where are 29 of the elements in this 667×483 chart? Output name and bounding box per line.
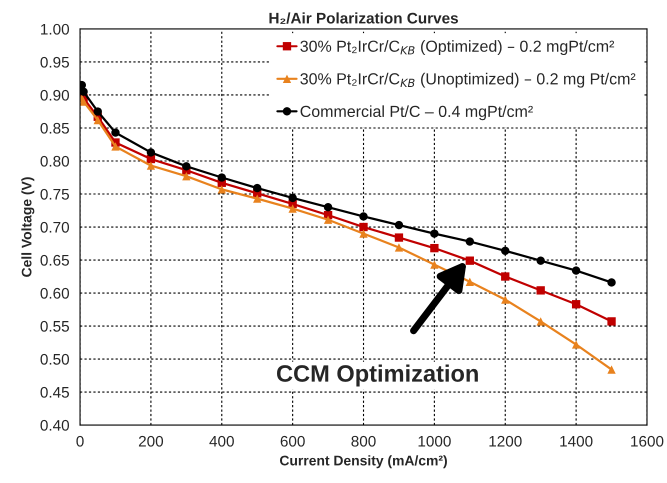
y-axis-title: Cell Voltage (V) bbox=[21, 177, 34, 277]
y-tick-label: 0.95 bbox=[40, 56, 69, 68]
x-tick-label: 1600 bbox=[631, 436, 664, 447]
x-tick-label: 800 bbox=[351, 436, 376, 447]
x-tick-label: 1000 bbox=[418, 436, 451, 447]
y-tick-label: 0.45 bbox=[40, 386, 69, 398]
chart-title: H₂/Air Polarization Curves bbox=[269, 12, 458, 24]
y-tick-label: 0.80 bbox=[40, 156, 70, 167]
y-tick-label: 0.40 bbox=[40, 420, 70, 431]
x-tick-label: 400 bbox=[209, 436, 234, 447]
y-tick-label: 0.55 bbox=[40, 320, 69, 332]
y-tick-label: 1.00 bbox=[41, 24, 70, 35]
x-tick-label: 600 bbox=[280, 436, 305, 447]
legend-label: 30% Pt₂IrCr/C$_{KB}$ (Unoptimized) – 0.2 mg Pt/cm² bbox=[300, 72, 636, 88]
legend-label: Commercial Pt/C – 0.4 mgPt/cm² bbox=[300, 105, 533, 120]
y-tick-label: 0.65 bbox=[40, 254, 69, 266]
y-tick-label: 0.60 bbox=[40, 288, 70, 299]
y-tick-label: 0.90 bbox=[40, 90, 70, 101]
x-tick-label: 1400 bbox=[560, 436, 593, 447]
x-axis-title: Current Density (mA/cm²) bbox=[280, 455, 447, 468]
legend-label: 30% Pt₂IrCr/C$_{KB}$ (Optimized) – 0.2 mgPt/cm² bbox=[300, 40, 614, 56]
y-tick-label: 0.75 bbox=[40, 188, 69, 200]
annotation: CCM Optimization bbox=[277, 364, 478, 387]
y-tick-label: 0.50 bbox=[40, 354, 70, 365]
x-tick-label: 200 bbox=[138, 436, 164, 447]
x-tick-label: 0 bbox=[76, 436, 84, 447]
x-tick-label: 1200 bbox=[489, 436, 522, 447]
y-tick-label: 0.70 bbox=[40, 222, 70, 233]
y-tick-label: 0.85 bbox=[40, 122, 69, 134]
